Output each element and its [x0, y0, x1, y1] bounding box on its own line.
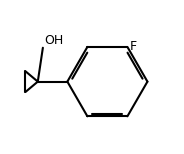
Text: F: F [130, 41, 137, 53]
Text: OH: OH [44, 34, 64, 47]
